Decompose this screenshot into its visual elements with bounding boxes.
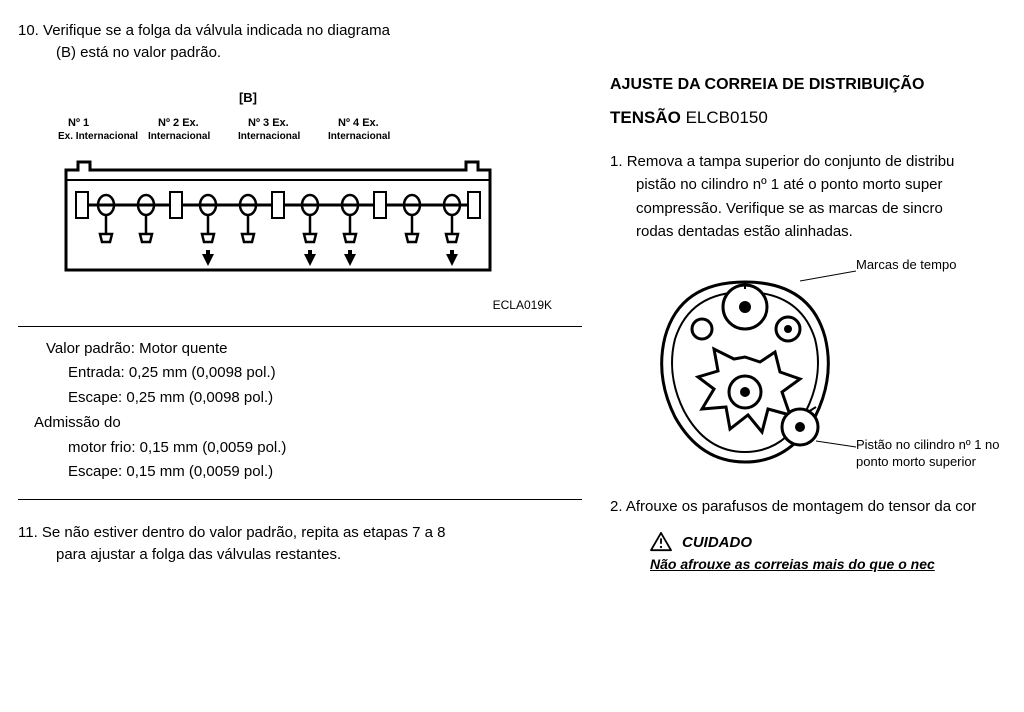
right-step-2: 2. Afrouxe os parafusos de montagem do t…: [610, 495, 1024, 518]
cylinder-labels-row: Nº 1 Nº 2 Ex. Nº 3 Ex. Nº 4 Ex.: [68, 117, 582, 129]
cyl-sub-1: Ex. Internacional: [58, 131, 148, 142]
cyl-label-4: Nº 4 Ex.: [338, 117, 428, 129]
step-line3: compressão. Verifique se as marcas de si…: [610, 197, 1024, 220]
leader-line-icon: [816, 437, 856, 457]
subsection-code: ELCB0150: [686, 108, 768, 127]
cyl-label-3: Nº 3 Ex.: [248, 117, 338, 129]
spec-cold-title: Admissão do: [34, 411, 582, 436]
piston-label-line1: Pistão no cilindro nº 1 no: [856, 437, 1000, 454]
step-10: 10. Verifique se a folga da válvula indi…: [18, 20, 582, 64]
step-number: 10.: [18, 22, 39, 39]
figure-code: ECLA019K: [58, 298, 552, 312]
step-text-line1: Se não estiver dentro do valor padrão, r…: [42, 524, 446, 541]
step-number: 2.: [610, 498, 623, 515]
timing-marks-label: Marcas de tempo: [856, 257, 956, 272]
step-text-line2: (B) está no valor padrão.: [18, 42, 582, 64]
diagram-label-b: [B]: [128, 90, 368, 105]
cylinder-sublabels-row: Ex. Internacional Internacional Internac…: [58, 131, 582, 142]
piston-tdc-label: Pistão no cilindro nº 1 no ponto morto s…: [856, 437, 1000, 471]
step-text-line2: para ajustar a folga das válvulas restan…: [18, 544, 582, 566]
step-line1: Remova a tampa superior do conjunto de d…: [627, 153, 955, 170]
step-line4: rodas dentadas estão alinhadas.: [610, 220, 1024, 243]
divider-top: [18, 326, 582, 327]
piston-label-line2: ponto morto superior: [856, 454, 1000, 471]
left-column: 10. Verifique se a folga da válvula indi…: [0, 0, 600, 712]
cyl-sub-4: Internacional: [328, 131, 418, 142]
step-line2: pistão no cilindro nº 1 até o ponto mort…: [610, 173, 1024, 196]
step-11: 11. Se não estiver dentro do valor padrã…: [18, 522, 582, 566]
right-column: AJUSTE DA CORREIA DE DISTRIBUIÇÃO TENSÃO…: [600, 0, 1024, 712]
cyl-label-1: Nº 1: [68, 117, 158, 129]
spec-hot-intake: Entrada: 0,25 mm (0,0098 pol.): [68, 361, 582, 386]
specs-block: Valor padrão: Motor quente Entrada: 0,25…: [46, 337, 582, 486]
cyl-sub-2: Internacional: [148, 131, 238, 142]
camshaft-diagram: [58, 150, 498, 290]
valve-diagram-block: [B] Nº 1 Nº 2 Ex. Nº 3 Ex. Nº 4 Ex. Ex. …: [58, 90, 582, 312]
cyl-label-2: Nº 2 Ex.: [158, 117, 248, 129]
step-number: 1.: [610, 153, 623, 170]
subsection-heading: TENSÃO ELCB0150: [610, 108, 1024, 128]
step-number: 11.: [18, 524, 38, 541]
spec-cold-intake: motor frio: 0,15 mm (0,0059 pol.): [68, 436, 582, 461]
subsection-label: TENSÃO: [610, 108, 681, 127]
spec-title: Valor padrão: Motor quente: [46, 337, 582, 362]
section-heading: AJUSTE DA CORREIA DE DISTRIBUIÇÃO: [610, 76, 1024, 94]
caution-title: CUIDADO: [682, 534, 752, 551]
step-text: Afrouxe os parafusos de montagem do tens…: [626, 498, 976, 515]
caution-block: CUIDADO: [650, 532, 1024, 552]
divider-bottom: [18, 499, 582, 500]
spec-hot-exhaust: Escape: 0,25 mm (0,0098 pol.): [68, 386, 582, 411]
step-text-line1: Verifique se a folga da válvula indicada…: [43, 22, 390, 39]
timing-belt-diagram: Marcas de tempo: [640, 257, 1020, 487]
cyl-sub-3: Internacional: [238, 131, 328, 142]
warning-triangle-icon: [650, 532, 672, 552]
spec-cold-exhaust: Escape: 0,15 mm (0,0059 pol.): [68, 460, 582, 485]
right-step-1: 1. Remova a tampa superior do conjunto d…: [610, 150, 1024, 243]
caution-body: Não afrouxe as correias mais do que o ne…: [650, 556, 1024, 572]
